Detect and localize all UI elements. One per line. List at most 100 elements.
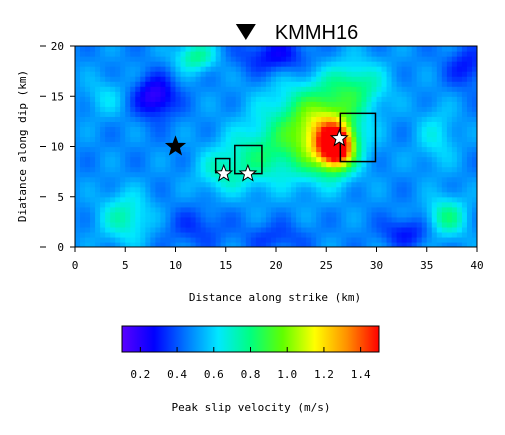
heatmap-cell xyxy=(446,216,453,223)
heatmap-cell xyxy=(291,111,297,117)
colorbar-tick-label: 0.6 xyxy=(204,368,224,381)
heatmap-cell xyxy=(100,116,106,122)
heatmap-cell xyxy=(160,81,167,87)
heatmap-cell xyxy=(316,166,322,173)
heatmap-cell xyxy=(331,151,337,158)
heatmap-cell xyxy=(150,156,157,163)
heatmap-cell xyxy=(265,181,272,188)
heatmap-cell xyxy=(291,161,297,168)
heatmap-cell xyxy=(456,121,463,128)
heatmap-cell xyxy=(276,156,282,163)
heatmap-cell xyxy=(351,116,357,122)
heatmap-cell xyxy=(406,141,413,148)
colorbar-tick-label: 1.2 xyxy=(314,368,334,381)
heatmap-cell xyxy=(276,201,282,208)
heatmap-cell xyxy=(265,131,272,138)
heatmap-cell xyxy=(451,116,458,122)
heatmap-cell xyxy=(80,91,86,97)
heatmap-cell xyxy=(90,211,96,218)
heatmap-cell xyxy=(406,166,413,173)
heatmap-cell xyxy=(255,236,262,243)
heatmap-cell xyxy=(411,121,418,128)
heatmap-cell xyxy=(406,126,413,133)
heatmap-cell xyxy=(215,201,222,208)
heatmap-cell xyxy=(291,51,297,57)
heatmap-cell xyxy=(386,111,393,117)
heatmap-cell xyxy=(441,91,448,97)
heatmap-cell xyxy=(351,221,357,228)
heatmap-cell xyxy=(135,226,141,233)
heatmap-cell xyxy=(240,56,247,62)
heatmap-cell xyxy=(351,131,357,138)
heatmap-cell xyxy=(276,151,282,158)
heatmap-cell xyxy=(260,241,267,247)
heatmap-cell xyxy=(90,201,96,208)
heatmap-cell xyxy=(215,241,222,247)
heatmap-cell xyxy=(270,201,277,208)
heatmap-cell xyxy=(165,46,172,52)
heatmap-cell xyxy=(100,96,106,102)
heatmap-cell xyxy=(190,106,197,112)
heatmap-cell xyxy=(175,186,182,193)
heatmap-cell xyxy=(265,151,272,158)
heatmap-cell xyxy=(471,91,477,97)
heatmap-cell xyxy=(190,116,197,122)
heatmap-cell xyxy=(235,146,242,153)
heatmap-cell xyxy=(255,241,262,247)
heatmap-cell xyxy=(85,126,91,133)
heatmap-cell xyxy=(235,241,242,247)
heatmap-cell xyxy=(326,201,332,208)
heatmap-cell xyxy=(245,221,252,228)
heatmap-cell xyxy=(441,116,448,122)
heatmap-cell xyxy=(95,131,101,138)
heatmap-cell xyxy=(401,141,408,148)
heatmap-cell xyxy=(90,196,96,203)
heatmap-cell xyxy=(376,161,383,168)
heatmap-cell xyxy=(446,111,453,117)
heatmap-cell xyxy=(391,71,398,77)
heatmap-cell xyxy=(130,136,136,143)
heatmap-cell xyxy=(145,86,151,92)
heatmap-cell xyxy=(250,111,257,117)
heatmap-cell xyxy=(391,186,398,193)
heatmap-cell xyxy=(260,141,267,148)
heatmap-cell xyxy=(245,61,252,67)
heatmap-cell xyxy=(195,196,202,203)
heatmap-cell xyxy=(175,156,182,163)
heatmap-cell xyxy=(120,56,126,62)
heatmap-cell xyxy=(391,51,398,57)
heatmap-cell xyxy=(110,186,116,193)
heatmap-cell xyxy=(341,86,347,92)
heatmap-cell xyxy=(336,86,342,92)
heatmap-cell xyxy=(421,196,428,203)
heatmap-cell xyxy=(471,176,477,183)
heatmap-cell xyxy=(205,111,212,117)
heatmap-cell xyxy=(311,161,317,168)
heatmap-cell xyxy=(321,241,327,247)
heatmap-cell xyxy=(140,46,146,52)
heatmap-cell xyxy=(371,61,378,67)
heatmap-cell xyxy=(371,66,378,72)
heatmap-cell xyxy=(225,96,232,102)
heatmap-cell xyxy=(85,166,91,173)
heatmap-cell xyxy=(311,116,317,122)
heatmap-cell xyxy=(125,111,131,117)
heatmap-cell xyxy=(200,231,207,238)
heatmap-cell xyxy=(260,136,267,143)
heatmap-cell xyxy=(150,186,157,193)
heatmap-cell xyxy=(366,51,373,57)
heatmap-cell xyxy=(406,136,413,143)
heatmap-cell xyxy=(270,141,277,148)
heatmap-cell xyxy=(145,126,151,133)
heatmap-cell xyxy=(371,71,378,77)
heatmap-cell xyxy=(431,121,438,128)
heatmap-cell xyxy=(180,126,187,133)
heatmap-cell xyxy=(200,176,207,183)
heatmap-cell xyxy=(451,96,458,102)
heatmap-cell xyxy=(255,131,262,138)
heatmap-cell xyxy=(356,226,363,233)
heatmap-cell xyxy=(195,146,202,153)
heatmap-cell xyxy=(225,211,232,218)
heatmap-cell xyxy=(401,106,408,112)
heatmap-cell xyxy=(215,86,222,92)
